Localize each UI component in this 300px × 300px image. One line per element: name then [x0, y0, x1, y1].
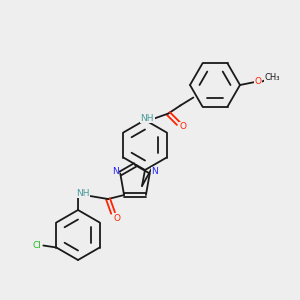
Text: CH₃: CH₃ — [264, 74, 280, 82]
Text: O: O — [254, 77, 262, 86]
Text: Cl: Cl — [33, 241, 42, 250]
Text: N: N — [112, 167, 119, 176]
Text: NH: NH — [141, 114, 154, 123]
Text: N: N — [151, 167, 158, 176]
Text: O: O — [180, 122, 187, 131]
Text: NH: NH — [76, 188, 90, 197]
Text: O: O — [114, 214, 121, 223]
